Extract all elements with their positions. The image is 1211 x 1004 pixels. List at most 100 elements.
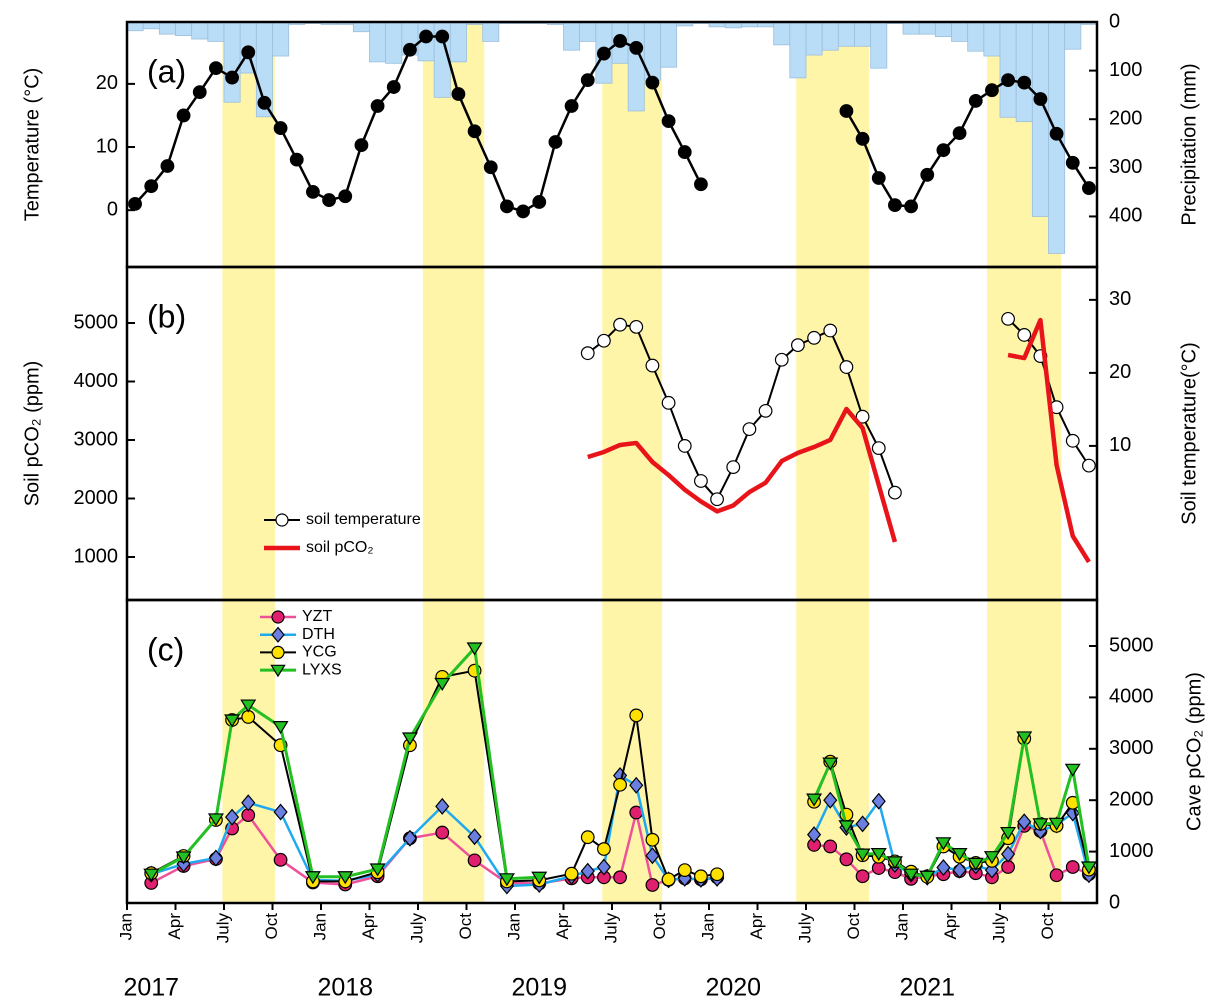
- precipitation-bar: [1015, 21, 1033, 123]
- marker: [354, 138, 369, 153]
- y-tick-label: 400: [1109, 205, 1142, 227]
- precipitation-bar: [207, 21, 225, 42]
- marker: [919, 870, 936, 884]
- marker: [322, 193, 336, 207]
- marker: [710, 492, 724, 507]
- marker: [645, 847, 660, 865]
- y-tick-label: 100: [1109, 59, 1142, 81]
- marker: [273, 803, 288, 821]
- legend-marker: [271, 645, 285, 660]
- marker: [807, 826, 822, 844]
- precipitation-bar: [352, 21, 370, 33]
- marker: [807, 330, 821, 345]
- marker: [224, 714, 241, 728]
- marker: [967, 857, 984, 871]
- shaded-period: [222, 600, 275, 903]
- marker: [726, 460, 741, 474]
- marker: [983, 851, 1000, 865]
- precipitation-bar: [482, 21, 500, 42]
- marker: [742, 422, 757, 437]
- precipitation-bar: [272, 21, 290, 57]
- marker: [176, 108, 191, 123]
- marker: [1033, 92, 1048, 106]
- precipitation-bar: [385, 21, 403, 64]
- marker: [386, 80, 401, 94]
- precipitation-bar: [805, 21, 823, 56]
- y-tick-label: 20: [96, 72, 118, 94]
- marker: [629, 319, 644, 334]
- y-tick-label: 1000: [1109, 840, 1154, 862]
- marker: [1016, 731, 1033, 745]
- legend-marker: [270, 664, 286, 678]
- marker: [613, 317, 627, 332]
- marker: [677, 869, 692, 887]
- y-tick-label: 30: [1109, 288, 1131, 310]
- marker: [402, 829, 417, 847]
- marker: [904, 199, 918, 214]
- marker: [580, 346, 595, 361]
- precipitation-bar: [999, 21, 1017, 118]
- marker: [935, 837, 952, 851]
- marker: [677, 145, 692, 159]
- marker: [952, 861, 967, 879]
- marker: [968, 94, 983, 108]
- marker: [855, 409, 870, 424]
- precipitation-bar: [449, 21, 467, 63]
- marker: [985, 83, 999, 98]
- marker: [209, 61, 223, 75]
- marker: [791, 338, 805, 353]
- precipitation-bar: [627, 21, 645, 112]
- marker: [1001, 73, 1015, 87]
- precipitation-bar: [1031, 21, 1049, 217]
- marker: [306, 184, 320, 199]
- x-tick-label: Oct: [1038, 913, 1057, 940]
- precipitation-bar: [983, 21, 1001, 57]
- x-tick-label: Jan: [116, 913, 135, 940]
- year-label: 2020: [705, 974, 761, 1002]
- marker: [645, 878, 660, 892]
- marker: [548, 135, 563, 149]
- marker: [855, 869, 870, 884]
- marker: [467, 124, 482, 139]
- precipitation-bar: [223, 21, 241, 103]
- shaded-period: [602, 267, 663, 600]
- y2-axis-title: Soil temperature(°C): [1178, 342, 1200, 525]
- x-tick-label: Apr: [165, 913, 184, 940]
- marker: [208, 849, 223, 867]
- y-tick-label: 300: [1109, 156, 1142, 178]
- x-tick-label: Oct: [844, 913, 863, 940]
- y-tick-label: 0: [1109, 891, 1120, 913]
- marker: [855, 815, 870, 833]
- series-line: [587, 317, 1091, 564]
- marker: [1080, 861, 1097, 875]
- marker: [1064, 763, 1081, 777]
- x-tick-label: Oct: [650, 913, 669, 940]
- marker: [774, 352, 789, 367]
- marker: [257, 95, 272, 110]
- marker: [888, 198, 902, 213]
- marker: [580, 73, 595, 87]
- marker: [564, 866, 579, 881]
- x-tick-label: July: [795, 913, 814, 944]
- y-axis-title: Temperature (°C): [21, 68, 43, 222]
- precipitation-bar: [934, 21, 952, 37]
- x-tick-label: Jan: [504, 913, 523, 940]
- marker: [144, 179, 159, 194]
- marker: [580, 830, 595, 845]
- marker: [871, 171, 886, 185]
- marker: [143, 868, 160, 882]
- y-tick-label: 4000: [74, 370, 119, 392]
- marker: [597, 46, 611, 61]
- marker: [467, 853, 482, 868]
- marker: [304, 871, 321, 885]
- marker: [936, 143, 951, 158]
- marker: [435, 825, 450, 840]
- marker: [192, 85, 207, 99]
- marker: [710, 867, 724, 882]
- precipitation-bar: [789, 21, 807, 79]
- precipitation-bar: [126, 21, 144, 32]
- marker: [823, 323, 838, 338]
- marker: [661, 872, 676, 887]
- marker: [661, 114, 676, 129]
